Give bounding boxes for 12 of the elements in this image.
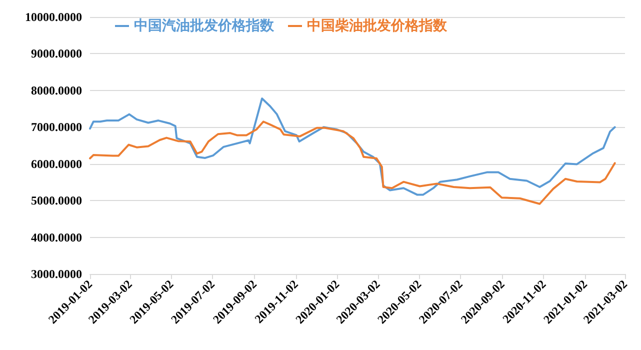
legend-label: 中国柴油批发价格指数 bbox=[307, 18, 448, 34]
y-tick-label: 8000.0000 bbox=[31, 83, 82, 98]
y-tick-label: 9000.0000 bbox=[31, 46, 82, 61]
y-tick-label: 4000.0000 bbox=[31, 230, 82, 244]
line-series bbox=[89, 120, 616, 205]
y-tick-label: 7000.0000 bbox=[31, 120, 82, 134]
y-tick-label: 5000.0000 bbox=[31, 194, 82, 208]
y-tick-label: 6000.0000 bbox=[31, 156, 82, 171]
line-series bbox=[89, 98, 616, 196]
y-tick-label: 10000.0000 bbox=[25, 10, 82, 24]
y-tick-label: 3000.0000 bbox=[31, 267, 82, 281]
legend-label: 中国汽油批发价格指数 bbox=[134, 18, 275, 34]
